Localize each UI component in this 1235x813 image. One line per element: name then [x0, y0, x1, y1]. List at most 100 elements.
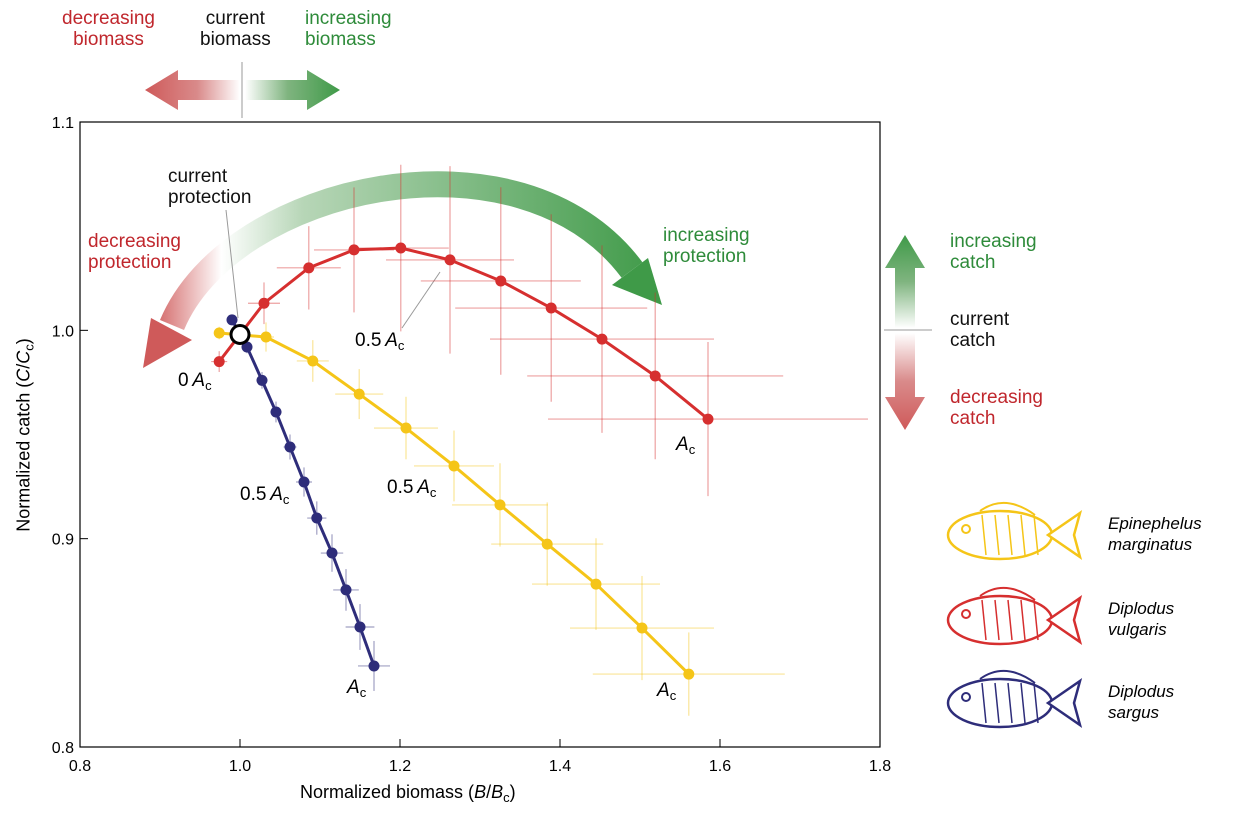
data-point	[445, 254, 456, 265]
symbol: A	[192, 370, 205, 391]
data-point	[349, 244, 360, 255]
annotation: Ac	[347, 677, 366, 700]
data-point	[354, 389, 365, 400]
subscript: c	[360, 685, 367, 700]
x-tick-label: 1.8	[869, 758, 891, 775]
data-point	[341, 584, 352, 595]
text: )	[510, 782, 516, 802]
data-point	[271, 407, 282, 418]
text: Normalized biomass (	[300, 782, 474, 802]
text: 0	[178, 370, 189, 391]
legend-label: Diplodus vulgaris	[1108, 598, 1174, 640]
subscript: c	[670, 688, 677, 703]
data-point	[327, 548, 338, 559]
x-tick-label: 1.2	[389, 758, 411, 775]
annotation: 0.5 Ac	[387, 477, 436, 500]
annotation: 0.5 Ac	[355, 330, 404, 353]
symbol: A	[657, 680, 670, 701]
text: )	[14, 338, 34, 344]
x-axis-label: Normalized biomass (B/Bc)	[300, 782, 516, 805]
symbol: A	[676, 434, 689, 455]
data-point	[495, 275, 506, 286]
x-tick-label: 1.0	[229, 758, 251, 775]
data-point	[299, 477, 310, 488]
divider: /	[14, 364, 34, 369]
annotation: Ac	[676, 434, 695, 457]
symbol: A	[417, 477, 430, 498]
symbol: C	[14, 351, 34, 364]
annotation: 0 Ac	[178, 370, 212, 393]
fish-tail	[1048, 513, 1080, 557]
data-point	[703, 414, 714, 425]
data-point	[637, 623, 648, 634]
legend-label: Diplodus sargus	[1108, 681, 1174, 723]
subscript: c	[689, 442, 696, 457]
label: decreasing biomass	[62, 8, 155, 50]
y-tick-label: 0.8	[52, 740, 74, 757]
y-tick-label: 0.9	[52, 532, 74, 549]
series-line	[219, 333, 689, 674]
data-point	[261, 332, 272, 343]
data-point	[311, 513, 322, 524]
data-point	[285, 442, 296, 453]
subscript: c	[430, 485, 437, 500]
symbol: B	[491, 782, 503, 802]
data-point	[355, 622, 366, 633]
x-tick-label: 1.6	[709, 758, 731, 775]
text: 0.5	[240, 484, 266, 505]
header-arrows	[145, 62, 340, 118]
symbol: A	[270, 484, 283, 505]
label: current biomass	[200, 8, 271, 50]
legend-icons	[948, 503, 1080, 727]
data-point	[227, 314, 238, 325]
chart: 0.81.01.21.41.61.80.80.91.01.1	[0, 0, 1235, 813]
data-point	[395, 243, 406, 254]
data-point	[259, 298, 270, 309]
y-tick-label: 1.0	[52, 323, 74, 340]
label: current protection	[168, 166, 251, 208]
plot-area: 0.81.01.21.41.61.80.80.91.01.1	[52, 115, 891, 775]
data-point	[214, 356, 225, 367]
annotation: 0.5 Ac	[240, 484, 289, 507]
data-point	[449, 460, 460, 471]
label: increasing protection	[663, 225, 750, 267]
label: current catch	[950, 309, 1009, 351]
legend-icon	[948, 503, 1080, 559]
data-point	[597, 334, 608, 345]
y-tick-label: 1.1	[52, 115, 74, 132]
data-point	[546, 303, 557, 314]
annotation: Ac	[657, 680, 676, 703]
data-point	[591, 579, 602, 590]
legend-icon	[948, 588, 1080, 644]
text: 0.5	[355, 330, 381, 351]
fish-tail	[1048, 681, 1080, 725]
subscript: c	[283, 492, 290, 507]
data-point	[369, 660, 380, 671]
current-point	[231, 326, 249, 344]
symbol: A	[385, 330, 398, 351]
label: increasing catch	[950, 231, 1037, 273]
data-point	[257, 375, 268, 386]
data-point	[683, 669, 694, 680]
data-point	[401, 423, 412, 434]
x-tick-label: 1.4	[549, 758, 571, 775]
subscript: c	[398, 338, 405, 353]
legend-icon	[948, 671, 1080, 727]
data-point	[650, 370, 661, 381]
data-point	[307, 355, 318, 366]
symbol: B	[474, 782, 486, 802]
text: 0.5	[387, 477, 413, 498]
subscript: c	[22, 344, 37, 351]
data-point	[542, 539, 553, 550]
data-point	[495, 499, 506, 510]
y-axis-label: Normalized catch (C/Cc)	[14, 338, 37, 532]
subscript: c	[205, 378, 212, 393]
label: decreasing catch	[950, 387, 1043, 429]
symbol: C	[14, 369, 34, 382]
legend-label: Epinephelus marginatus	[1108, 513, 1202, 555]
data-point	[214, 328, 225, 339]
catch-arrows	[884, 235, 932, 430]
figure: 0.81.01.21.41.61.80.80.91.01.1 decreasin…	[0, 0, 1235, 813]
label: increasing biomass	[305, 8, 392, 50]
plot-frame	[80, 122, 880, 747]
